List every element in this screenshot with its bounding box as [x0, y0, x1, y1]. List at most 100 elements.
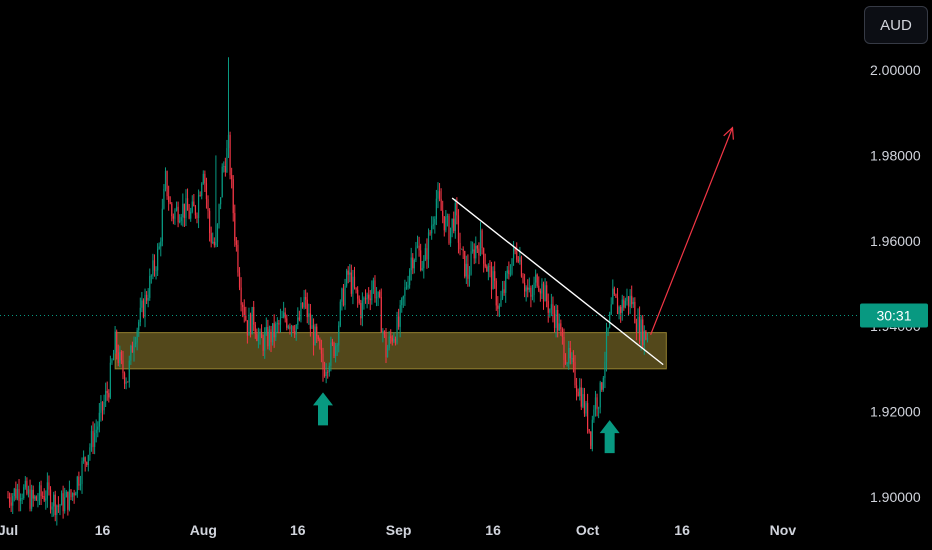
candle-body — [276, 323, 278, 324]
candle-body — [128, 360, 130, 382]
time-axis-label: Jul — [0, 522, 18, 538]
candle-body — [13, 488, 15, 497]
candle-body — [596, 397, 598, 409]
candle-body — [637, 316, 639, 332]
candle-body — [643, 330, 645, 346]
candle-body — [149, 276, 151, 298]
projection-arrow-line[interactable] — [650, 127, 734, 335]
candle-body — [49, 489, 52, 510]
candle-body — [366, 294, 368, 300]
candle-body — [569, 347, 571, 359]
candle-body — [358, 298, 360, 304]
candle-body — [629, 295, 631, 307]
candle-body — [202, 173, 204, 184]
candle-body — [438, 191, 441, 199]
candle-body — [386, 347, 389, 358]
candle-body — [65, 491, 67, 498]
candle-body — [336, 345, 338, 347]
candle-body — [465, 263, 467, 277]
candle-body — [564, 359, 567, 364]
time-axis-label: 16 — [674, 522, 690, 538]
candle-body — [350, 272, 352, 294]
candle-body — [363, 297, 365, 301]
candle-body — [16, 489, 19, 499]
price-axis-label: 1.98000 — [870, 147, 921, 163]
candle-body — [494, 271, 496, 281]
axes-layer: 2.000001.980001.960001.940001.920001.900… — [0, 62, 928, 538]
candle-body — [197, 195, 200, 218]
candle-body — [232, 179, 234, 214]
candle-body — [489, 266, 491, 268]
candle-body — [401, 298, 403, 306]
candle-body — [116, 331, 118, 353]
candle-body — [431, 225, 433, 234]
candle-body — [290, 326, 293, 330]
candle-body — [544, 285, 546, 302]
candle-body — [587, 403, 589, 430]
candle-body — [169, 202, 171, 204]
candle-body — [497, 305, 499, 309]
candle-body — [216, 224, 219, 243]
candle-body — [508, 270, 510, 275]
candle-body — [83, 457, 85, 461]
candle-body — [421, 268, 423, 270]
candle-body — [90, 431, 93, 448]
candle-body — [561, 329, 563, 338]
candle-body — [446, 216, 449, 217]
candle-body — [327, 371, 329, 373]
candle-body — [130, 345, 132, 361]
candle-body — [175, 206, 178, 211]
candle-body — [599, 382, 601, 408]
candle-body — [577, 391, 579, 396]
candle-body — [519, 257, 521, 262]
candle-body — [484, 263, 486, 267]
candle-body — [283, 312, 285, 318]
candle-body — [372, 280, 374, 290]
candle-body — [394, 338, 397, 343]
candle-body — [168, 196, 170, 203]
candle-body — [349, 272, 351, 275]
candle-body — [434, 218, 436, 225]
bounce-up-arrow-icon[interactable] — [313, 392, 333, 426]
candle-body — [550, 304, 552, 310]
candle-body — [122, 360, 124, 374]
candle-body — [583, 394, 586, 414]
candle-body — [171, 203, 173, 217]
candle-body — [207, 199, 209, 211]
candle-body — [84, 457, 86, 463]
candle-body — [607, 327, 609, 331]
candle-body — [98, 412, 100, 427]
candle-body — [631, 295, 633, 305]
candle-body — [278, 323, 280, 325]
candle-body — [546, 285, 548, 302]
candle-body — [81, 460, 83, 484]
candle-body — [553, 313, 556, 328]
candle-body — [234, 213, 236, 241]
descending-trendline[interactable] — [451, 197, 664, 366]
candle-body — [539, 290, 541, 294]
price-axis-label: 1.92000 — [870, 404, 921, 420]
candle-body — [440, 198, 442, 211]
time-axis-label: Aug — [190, 522, 217, 538]
candle-body — [467, 263, 469, 279]
candle-body — [209, 210, 211, 234]
candle-body — [610, 304, 612, 314]
candle-body — [193, 201, 195, 207]
candle-body — [160, 241, 162, 247]
candle-body — [627, 296, 630, 307]
currency-selector-button[interactable]: AUD — [864, 6, 928, 44]
candle-body — [531, 294, 534, 297]
candle-body — [568, 347, 570, 364]
candle-body — [43, 496, 45, 501]
time-axis-label: Oct — [576, 522, 600, 538]
candle-body — [259, 331, 261, 336]
bounce-up-arrow-icon[interactable] — [599, 420, 620, 454]
candle-body — [342, 288, 345, 306]
candle-body — [472, 249, 474, 252]
candle-body — [380, 296, 382, 333]
candle-body — [76, 476, 78, 494]
candle-body — [142, 300, 145, 317]
candle-body — [582, 394, 584, 407]
candle-body — [8, 497, 11, 503]
